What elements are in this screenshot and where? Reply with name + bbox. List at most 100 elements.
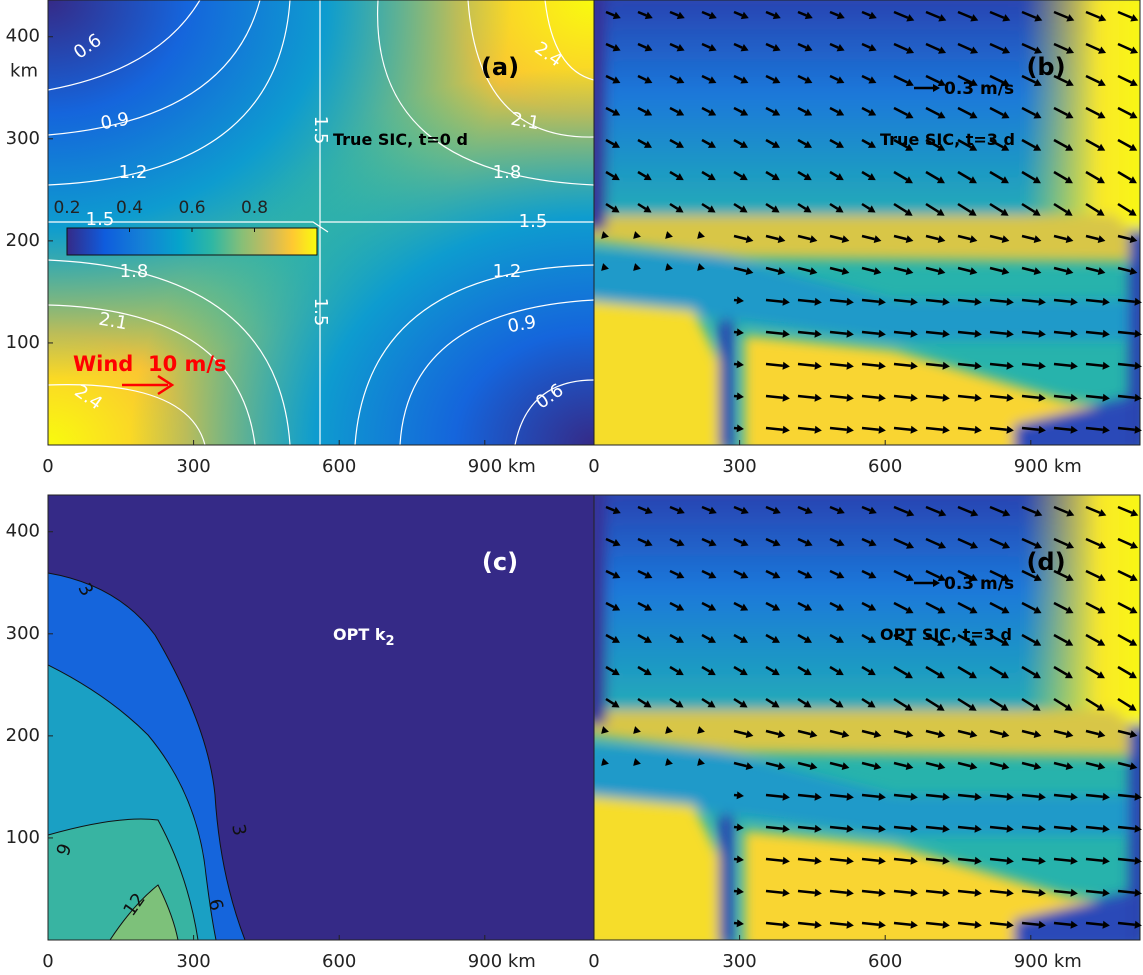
velocity-arrow xyxy=(798,923,815,925)
velocity-arrow xyxy=(798,300,815,302)
velocity-arrow xyxy=(766,923,783,925)
x-tick-label: 300 xyxy=(722,456,756,477)
velocity-arrow xyxy=(1086,859,1103,861)
panel-label: (d) xyxy=(1026,548,1065,576)
velocity-arrow xyxy=(958,300,975,302)
velocity-arrow xyxy=(958,827,975,829)
x-tick-label: 600 xyxy=(868,456,902,477)
x-tick-label: 600 xyxy=(322,951,356,971)
velocity-arrow xyxy=(798,827,815,829)
velocity-arrow xyxy=(894,891,911,893)
velocity-arrow xyxy=(1022,795,1039,797)
velocity-arrow xyxy=(990,891,1007,893)
velocity-arrow xyxy=(830,859,847,861)
y-tick-label: 200 xyxy=(6,230,40,251)
velocity-arrow xyxy=(1022,859,1039,861)
velocity-arrow xyxy=(830,827,847,829)
velocity-arrow xyxy=(798,428,815,430)
velocity-arrow xyxy=(894,300,911,302)
velocity-arrow xyxy=(926,396,943,398)
velocity-arrow xyxy=(1118,923,1135,925)
velocity-arrow xyxy=(1118,332,1135,334)
colorbar-tick-label: 0.4 xyxy=(116,198,143,218)
velocity-arrow xyxy=(766,827,783,829)
annotation-text: True SIC, t=3 d xyxy=(880,130,1015,149)
velocity-arrow xyxy=(766,300,783,302)
x-tick-label: 0 xyxy=(42,456,53,477)
velocity-arrow xyxy=(1086,300,1103,302)
y-tick-label: 400 xyxy=(6,521,40,542)
velocity-arrow xyxy=(1118,300,1135,302)
velocity-arrow xyxy=(926,891,943,893)
velocity-arrow xyxy=(1022,827,1039,829)
velocity-arrow xyxy=(926,923,943,925)
velocity-arrow xyxy=(894,859,911,861)
velocity-arrow xyxy=(862,891,879,893)
velocity-arrow xyxy=(1022,891,1039,893)
velocity-arrow xyxy=(1022,923,1039,925)
velocity-arrow xyxy=(958,332,975,334)
velocity-arrow xyxy=(1022,300,1039,302)
velocity-arrow xyxy=(798,364,815,366)
velocity-arrow xyxy=(862,827,879,829)
velocity-arrow xyxy=(830,364,847,366)
velocity-arrow xyxy=(1054,332,1071,334)
velocity-arrow xyxy=(798,332,815,334)
velocity-arrow xyxy=(1086,364,1103,366)
annotation-text: OPT SIC, t=3 d xyxy=(880,625,1012,644)
velocity-arrow xyxy=(990,827,1007,829)
x-tick-label: 900 km xyxy=(468,456,536,477)
x-tick-label: 300 xyxy=(722,951,756,971)
velocity-arrow xyxy=(990,300,1007,302)
colorbar-tick-label: 0.6 xyxy=(178,198,205,218)
velocity-arrow xyxy=(926,827,943,829)
panel-label: (a) xyxy=(481,53,519,81)
velocity-arrow xyxy=(862,428,879,430)
x-tick-label: 900 km xyxy=(1014,951,1082,971)
velocity-arrow xyxy=(830,396,847,398)
velocity-arrow xyxy=(926,859,943,861)
panel-annotation: True SIC, t=3 d xyxy=(880,130,1015,149)
velocity-arrow xyxy=(1086,332,1103,334)
velocity-arrow xyxy=(958,396,975,398)
x-tick-label: 600 xyxy=(868,951,902,971)
velocity-arrow xyxy=(894,795,911,797)
velocity-arrow xyxy=(1022,396,1039,398)
contour-label: 1.5 xyxy=(86,209,115,230)
panel-annotation: OPT SIC, t=3 d xyxy=(880,625,1012,644)
y-tick-label: 400 xyxy=(6,26,40,47)
velocity-arrow xyxy=(862,859,879,861)
velocity-arrow xyxy=(990,396,1007,398)
contour-label: 1.8 xyxy=(120,261,149,282)
contour-label: 1.5 xyxy=(519,211,548,232)
velocity-arrow xyxy=(830,332,847,334)
contour-label: 1.5 xyxy=(310,116,331,145)
velocity-arrow xyxy=(926,364,943,366)
colorbar xyxy=(67,228,317,255)
reference-arrow-label: 0.3 m/s xyxy=(944,79,1014,99)
annotation-text: OPT k xyxy=(333,625,386,644)
velocity-arrow xyxy=(1086,396,1103,398)
velocity-arrow xyxy=(1118,827,1135,829)
reference-arrow-label: 0.3 m/s xyxy=(944,574,1014,594)
velocity-arrow xyxy=(926,795,943,797)
velocity-arrow xyxy=(958,364,975,366)
y-tick-label: 100 xyxy=(6,332,40,353)
x-tick-label: 900 km xyxy=(1014,456,1082,477)
velocity-arrow xyxy=(1054,300,1071,302)
velocity-arrow xyxy=(894,428,911,430)
velocity-arrow xyxy=(830,300,847,302)
velocity-arrow xyxy=(958,891,975,893)
velocity-arrow xyxy=(958,795,975,797)
panel-label: (b) xyxy=(1026,53,1065,81)
velocity-arrow xyxy=(1054,827,1071,829)
velocity-arrow xyxy=(766,332,783,334)
velocity-arrow xyxy=(1054,396,1071,398)
velocity-arrow xyxy=(798,396,815,398)
velocity-arrow xyxy=(958,428,975,430)
velocity-arrow xyxy=(894,923,911,925)
x-tick-label: 300 xyxy=(176,951,210,971)
velocity-arrow xyxy=(798,891,815,893)
velocity-arrow xyxy=(766,396,783,398)
